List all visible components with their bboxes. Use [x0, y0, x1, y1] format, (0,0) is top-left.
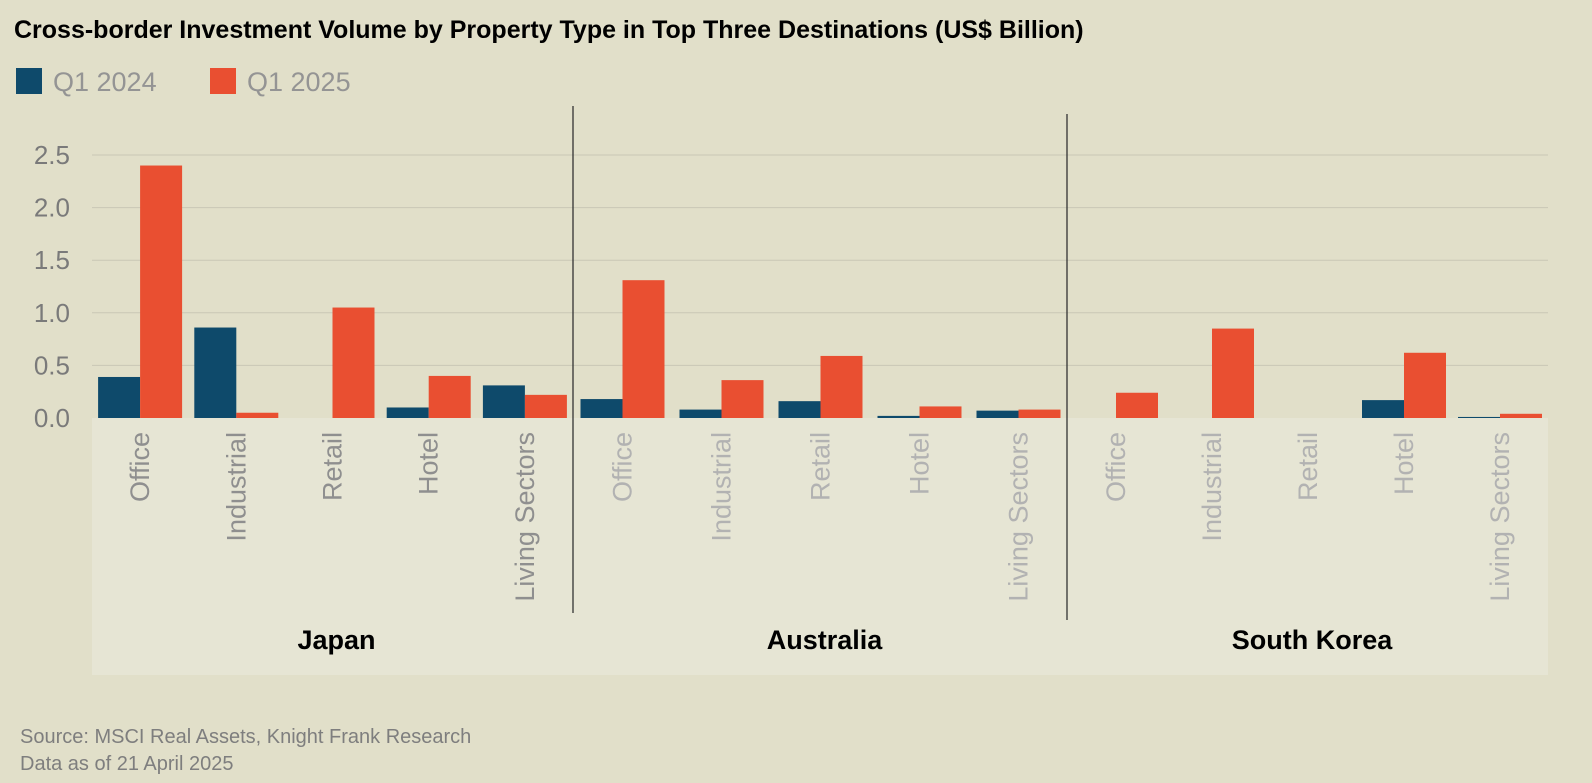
y-tick-label: 2.5	[34, 140, 70, 170]
bar-japan-hotel-q1-2024	[386, 407, 429, 418]
legend-swatch-q1-2025	[210, 68, 236, 94]
category-label-japan-industrial: Industrial	[221, 432, 251, 542]
bar-australia-hotel-q1-2024	[877, 415, 920, 418]
category-label-australia-living-sectors: Living Sectors	[1004, 432, 1034, 602]
bar-japan-industrial-q1-2024	[194, 327, 237, 418]
bar-japan-retail-q1-2025	[332, 307, 375, 418]
group-label-japan: Japan	[297, 625, 375, 655]
legend-swatch-q1-2024	[16, 68, 42, 94]
bar-japan-office-q1-2025	[140, 165, 183, 418]
bar-japan-hotel-q1-2025	[428, 375, 471, 418]
y-tick-label: 2.0	[34, 193, 70, 223]
category-label-south-korea-industrial: Industrial	[1197, 432, 1227, 542]
bar-japan-living-sectors-q1-2025	[524, 394, 567, 418]
bar-japan-industrial-q1-2025	[236, 412, 279, 418]
bar-south-korea-hotel-q1-2025	[1404, 352, 1446, 418]
y-tick-label: 1.0	[34, 298, 70, 328]
chart-title: Cross-border Investment Volume by Proper…	[14, 16, 1084, 44]
y-tick-label: 0.5	[34, 350, 70, 380]
y-tick-label: 1.5	[34, 245, 70, 275]
legend-label-q1-2024: Q1 2024	[53, 67, 157, 97]
category-label-south-korea-office: Office	[1101, 432, 1131, 502]
bar-australia-industrial-q1-2024	[679, 409, 722, 418]
bar-australia-retail-q1-2024	[778, 401, 821, 418]
category-label-japan-hotel: Hotel	[414, 432, 444, 495]
category-label-japan-office: Office	[125, 432, 155, 502]
bar-south-korea-hotel-q1-2024	[1362, 400, 1404, 418]
bar-australia-hotel-q1-2025	[919, 406, 962, 418]
category-label-japan-living-sectors: Living Sectors	[510, 432, 540, 602]
y-tick-label: 0.0	[34, 403, 70, 433]
category-label-australia-office: Office	[608, 432, 638, 502]
category-label-south-korea-living-sectors: Living Sectors	[1485, 432, 1515, 602]
category-label-australia-industrial: Industrial	[707, 432, 737, 542]
group-label-south-korea: South Korea	[1232, 625, 1393, 655]
source-note: Source: MSCI Real Assets, Knight Frank R…	[20, 724, 471, 778]
bar-australia-retail-q1-2025	[820, 355, 863, 418]
bar-australia-living-sectors-q1-2024	[976, 410, 1019, 418]
bar-australia-living-sectors-q1-2025	[1018, 409, 1061, 418]
category-label-australia-retail: Retail	[806, 432, 836, 501]
category-label-south-korea-hotel: Hotel	[1389, 432, 1419, 495]
category-label-australia-hotel: Hotel	[905, 432, 935, 495]
bar-south-korea-living-sectors-q1-2025	[1500, 413, 1542, 418]
group-label-australia: Australia	[767, 625, 884, 655]
bar-australia-office-q1-2025	[622, 280, 665, 418]
bar-japan-office-q1-2024	[98, 376, 141, 418]
source-text: Source: MSCI Real Assets, Knight Frank R…	[20, 726, 472, 748]
bar-south-korea-living-sectors-q1-2024	[1458, 416, 1500, 418]
category-panel	[92, 418, 1548, 675]
bar-australia-industrial-q1-2025	[721, 380, 764, 418]
data-date-text: Data as of 21 April 2025	[20, 753, 234, 775]
category-label-japan-retail: Retail	[318, 432, 348, 501]
legend-label-q1-2025: Q1 2025	[247, 67, 351, 97]
bar-south-korea-office-q1-2025	[1116, 392, 1158, 418]
bar-australia-office-q1-2024	[580, 399, 623, 418]
bar-south-korea-industrial-q1-2025	[1212, 328, 1254, 418]
bar-japan-living-sectors-q1-2024	[482, 385, 525, 418]
category-label-south-korea-retail: Retail	[1293, 432, 1323, 501]
bar-chart: 0.0 0.5 1.0 1.5 2.0 2.5 Office Industrial Retail…	[34, 106, 1548, 675]
